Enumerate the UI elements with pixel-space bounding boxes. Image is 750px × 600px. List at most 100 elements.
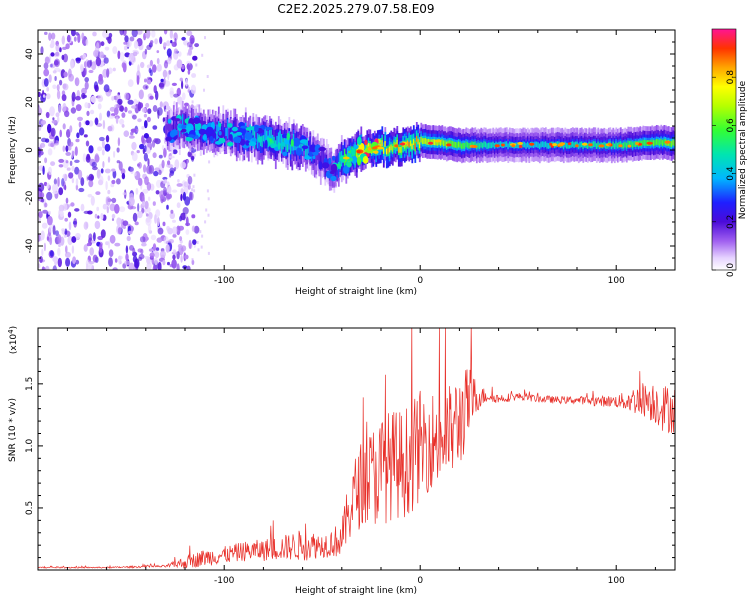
noise-speck <box>138 256 143 261</box>
spectral-band-segment <box>277 130 280 147</box>
spectral-band-segment <box>426 139 429 145</box>
noise-speck <box>38 123 42 132</box>
spectral-band-segment <box>517 142 520 149</box>
noise-speck <box>147 108 152 114</box>
spectral-blob <box>292 137 301 147</box>
noise-speck <box>38 211 43 218</box>
spectral-band-segment <box>477 142 480 149</box>
noise-speck <box>67 145 72 151</box>
spectral-band-segment <box>526 141 529 148</box>
colorbar-label: Normalized spectral amplitude <box>738 80 748 219</box>
noise-speck <box>189 191 194 201</box>
noise-speck <box>44 202 48 208</box>
spectral-blob <box>171 129 178 136</box>
snr-xtick-label: 0 <box>417 576 423 586</box>
spectral-blob <box>228 134 233 141</box>
noise-speck <box>174 159 180 170</box>
spectral-band-segment <box>255 126 258 149</box>
noise-speck <box>104 46 110 51</box>
noise-speck <box>55 51 60 57</box>
noise-speck <box>78 121 82 128</box>
noise-speck <box>109 203 116 212</box>
noise-speck <box>199 230 202 234</box>
noise-speck <box>207 251 210 255</box>
spectral-blob <box>202 135 207 140</box>
noise-speck <box>88 233 93 241</box>
noise-speck <box>136 75 140 85</box>
noise-speck <box>88 145 94 154</box>
spectral-band-segment <box>492 141 495 148</box>
noise-speck <box>58 158 65 163</box>
noise-speck <box>88 120 94 127</box>
noise-speck <box>169 30 174 39</box>
noise-speck <box>101 139 105 149</box>
spectral-blob <box>167 118 172 124</box>
noise-speck <box>162 260 166 266</box>
colorbar-tick-label: 0.6 <box>726 118 736 133</box>
noise-speck <box>106 196 111 207</box>
noise-speck <box>94 220 101 230</box>
noise-speck <box>57 247 61 257</box>
spectral-band-segment <box>582 143 585 149</box>
spectral-band-segment <box>289 143 292 155</box>
noise-speck <box>188 239 192 249</box>
noise-speck <box>180 188 184 195</box>
noise-speck <box>74 146 78 157</box>
colorbar: 0.0 0.2 0.4 0.6 0.8 Normalized spectral ampl… <box>711 28 748 277</box>
noise-speck <box>66 34 71 43</box>
noise-speck <box>70 107 77 114</box>
noise-speck <box>145 213 149 217</box>
spectral-band-segment <box>412 139 415 145</box>
noise-speck <box>191 214 196 219</box>
spectral-band-segment <box>532 142 535 149</box>
spectral-band-segment <box>525 143 528 149</box>
spectral-blob <box>248 126 256 131</box>
noise-speck <box>185 229 190 235</box>
spectral-band-segment <box>489 142 492 149</box>
noise-speck <box>70 59 74 69</box>
noise-speck <box>137 203 140 212</box>
spectral-band-segment <box>613 143 616 150</box>
spectral-peak <box>559 142 566 146</box>
noise-speck <box>47 210 51 215</box>
spectrogram-panel: -100 0 100 -40 -20 0 20 40 Height of straight l… <box>8 29 676 297</box>
noise-speck <box>188 48 192 56</box>
noise-speck <box>158 154 163 159</box>
spectral-blob <box>308 151 313 157</box>
spectral-band-segment <box>174 115 177 141</box>
noise-speck <box>152 243 157 251</box>
noise-speck <box>176 59 183 69</box>
noise-speck <box>162 186 168 197</box>
noise-speck <box>90 109 95 115</box>
noise-speck <box>92 31 97 37</box>
noise-speck <box>147 158 150 167</box>
noise-speck <box>178 225 184 231</box>
spectral-band-segment <box>391 146 394 152</box>
noise-speck <box>99 112 102 122</box>
noise-speck <box>38 107 43 116</box>
noise-speck <box>107 189 111 195</box>
noise-speck <box>84 77 89 83</box>
noise-speck <box>159 81 165 90</box>
noise-speck <box>172 234 177 238</box>
noise-speck <box>146 116 151 123</box>
spectral-band-segment <box>315 149 318 166</box>
noise-speck <box>148 248 154 252</box>
noise-speck <box>196 104 199 108</box>
spectral-band-segment <box>631 142 634 148</box>
noise-speck <box>88 69 94 74</box>
noise-speck <box>77 116 83 121</box>
spectral-band-segment <box>405 141 408 148</box>
spectral-blob <box>218 122 222 128</box>
noise-speck <box>137 101 142 112</box>
noise-speck <box>59 129 62 138</box>
noise-speck <box>100 229 106 239</box>
noise-speck <box>100 41 105 47</box>
noise-speck <box>156 237 163 243</box>
colorbar-gradient <box>712 29 736 270</box>
spectral-blob <box>321 162 330 169</box>
noise-speck <box>64 217 68 222</box>
spectral-band-segment <box>645 140 648 146</box>
noise-speck <box>91 161 97 168</box>
